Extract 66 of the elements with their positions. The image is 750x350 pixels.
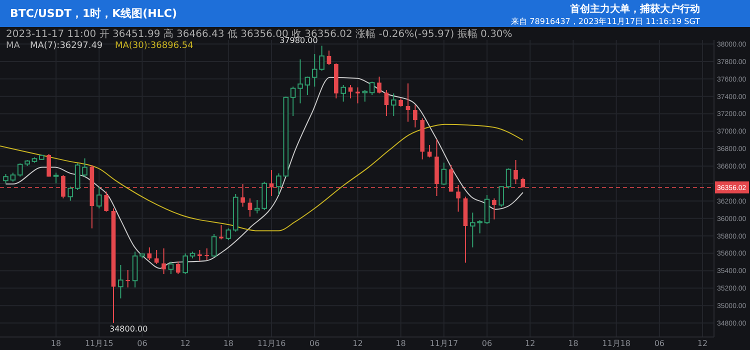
candlestick [147,246,152,261]
candlestick [82,158,88,178]
x-tick-label: 18 [223,339,234,348]
candlestick [176,261,180,275]
candlestick [248,198,252,218]
candlestick [126,270,130,288]
candlestick [3,174,8,184]
candlestick [304,76,310,96]
candlestick [384,89,389,117]
candlestick [406,82,410,122]
candlestick [162,248,166,275]
candlestick [390,92,396,117]
candlestick [290,86,296,117]
candlestick [492,198,496,220]
candlestick [46,153,51,178]
line-series [0,124,524,232]
x-tick-label: 11月16 [257,339,286,348]
x-tick-label: 06 [137,339,148,348]
x-tick-label: 06 [654,339,664,348]
text: MA(30):36896.54 [115,41,194,51]
candlestick [369,81,375,96]
candlestick [498,186,504,208]
x-tick-label: 18 [50,339,62,348]
candlestick [506,168,512,189]
candlestick [168,261,174,275]
candlestick [356,86,360,104]
annotation: 34800.00 [109,324,148,334]
candlestick [413,104,418,128]
candlestick [326,50,332,66]
text: 来自 78916437，2023年11月17日 11:16:19 SGT [511,17,700,26]
x-tick-label: 06 [310,339,320,348]
candlestick [298,58,303,104]
candlestick [53,172,59,184]
candlestick [484,194,490,224]
candlestick [362,89,368,102]
chart-title: BTC/USDT，1时，K线图(HLC) [10,7,177,20]
x-tick-label: 06 [482,339,492,348]
chart-subtitle: 首创主力大单，捕获大户行动 [569,3,700,15]
x-tick-label: 12 [352,339,363,348]
candlestick [427,144,432,158]
candlestick [340,84,346,102]
candlestick [104,191,108,212]
x-tick-label: 11月15 [84,339,114,348]
candlestick [377,76,382,94]
candlestick [182,252,188,275]
x-tick-label: 12 [697,339,708,348]
candlestick [198,249,202,262]
candlestick [211,234,217,258]
candlestick [219,224,224,240]
candlestick [204,248,210,261]
candlestick [74,162,80,190]
x-tick-label: 12 [180,339,190,348]
candlestick [68,186,74,202]
annotation: MA [6,41,21,51]
candlestick [226,228,232,241]
candlestick [118,264,124,299]
x-tick-label: 18 [396,339,406,348]
x-tick-label: 12 [525,339,536,348]
candlestick [514,159,518,185]
x-tick-label: 11月17 [430,339,458,348]
candlestick [96,186,102,209]
line-series [5,76,524,269]
x-tick-label: 11月18 [602,339,630,348]
text: MA(7):36297.49 [30,41,103,51]
x-tick-label: 18 [568,339,578,348]
candlestick [441,162,447,186]
